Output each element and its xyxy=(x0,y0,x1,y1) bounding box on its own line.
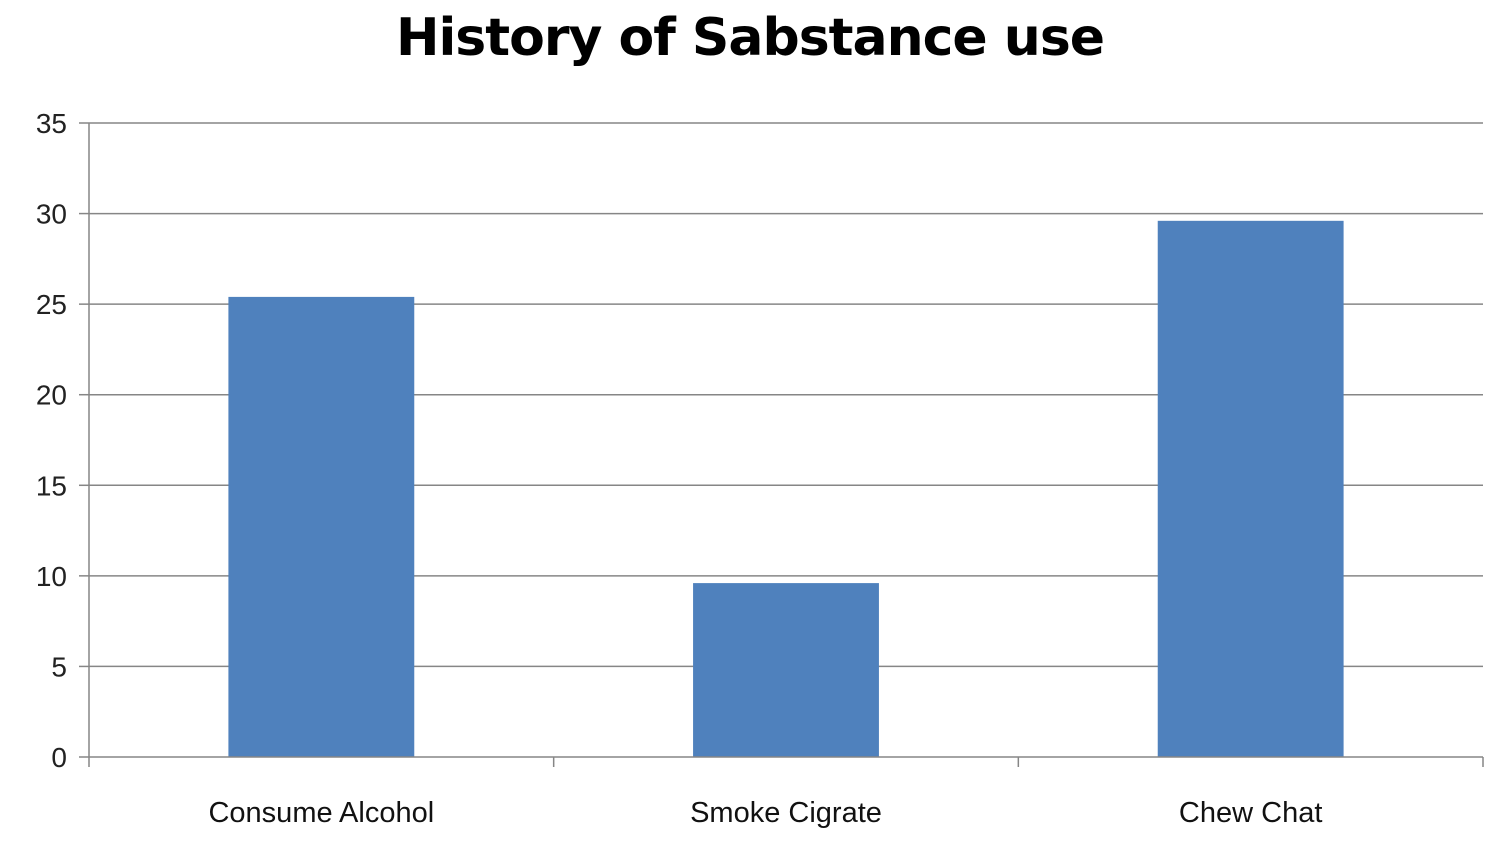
bars xyxy=(228,220,1344,757)
x-category-labels: Consume Alcohol Smoke Cigrate Chew Chat xyxy=(208,797,1322,829)
axes xyxy=(79,122,1484,767)
y-tick-label: 15 xyxy=(36,470,67,501)
y-tick-label: 20 xyxy=(36,380,67,411)
chart-title: History of Sabstance use xyxy=(395,8,1105,68)
bar-smoke-cigrate xyxy=(693,583,879,757)
y-tick-label: 10 xyxy=(36,561,67,592)
bar-chew-chat xyxy=(1157,220,1344,757)
y-tick-labels: 0 5 10 15 20 25 30 35 xyxy=(36,108,67,773)
y-tick-label: 25 xyxy=(36,289,67,320)
y-tick-label: 5 xyxy=(51,651,67,682)
bar-consume-alcohol xyxy=(228,296,415,757)
y-tick-label: 0 xyxy=(51,742,67,773)
x-category-label: Chew Chat xyxy=(1179,797,1322,829)
x-category-label: Consume Alcohol xyxy=(208,797,434,829)
y-tick-label: 35 xyxy=(36,108,67,139)
x-category-label: Smoke Cigrate xyxy=(690,797,882,829)
y-tick-label: 30 xyxy=(36,199,67,230)
